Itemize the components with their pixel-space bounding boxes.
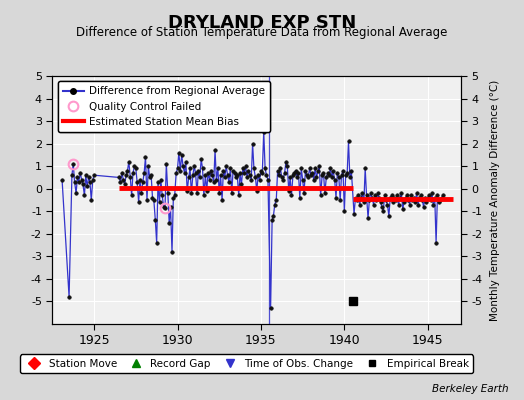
Legend: Difference from Regional Average, Quality Control Failed, Estimated Station Mean: Difference from Regional Average, Qualit… — [58, 81, 270, 132]
Text: DRYLAND EXP STN: DRYLAND EXP STN — [168, 14, 356, 32]
Text: Berkeley Earth: Berkeley Earth — [432, 384, 508, 394]
Legend: Station Move, Record Gap, Time of Obs. Change, Empirical Break: Station Move, Record Gap, Time of Obs. C… — [20, 354, 473, 373]
Text: Difference of Station Temperature Data from Regional Average: Difference of Station Temperature Data f… — [77, 26, 447, 39]
Y-axis label: Monthly Temperature Anomaly Difference (°C): Monthly Temperature Anomaly Difference (… — [489, 79, 499, 321]
